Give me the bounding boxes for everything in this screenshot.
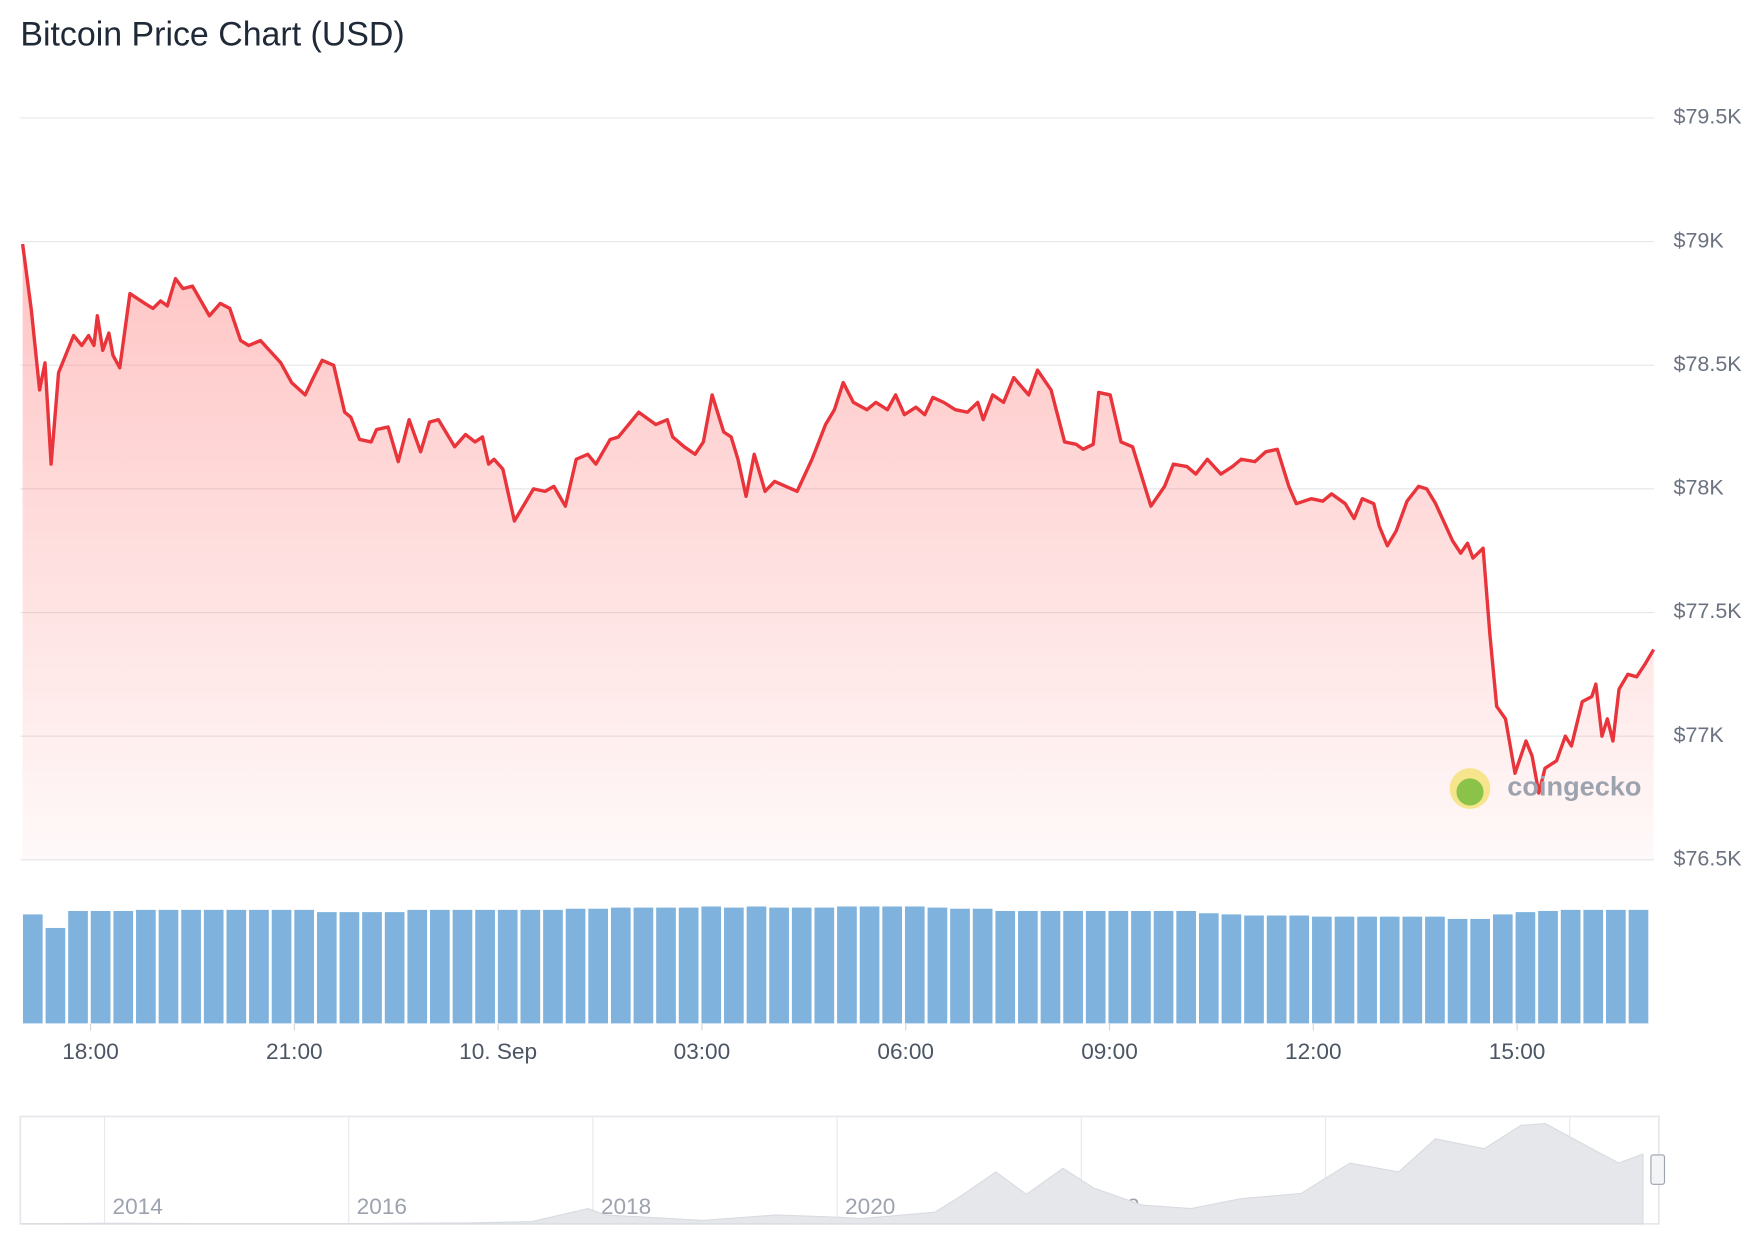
volume-bar	[361, 911, 383, 1025]
volume-bar	[678, 906, 700, 1025]
volume-bar	[655, 906, 677, 1025]
x-tick-label: 21:00	[266, 1039, 323, 1064]
volume-bar	[859, 905, 881, 1025]
volume-bar	[791, 906, 813, 1025]
volume-bar	[1333, 915, 1356, 1025]
volume-bar	[994, 910, 1016, 1025]
volume-bar	[565, 908, 587, 1025]
volume-bar	[1311, 915, 1333, 1025]
x-tick-label: 18:00	[62, 1039, 119, 1064]
volume-bar	[723, 906, 745, 1025]
y-tick-label: $78.5K	[1674, 352, 1743, 376]
volume-bar	[1175, 910, 1197, 1025]
volume-bar	[1605, 909, 1627, 1025]
volume-bar	[1153, 910, 1175, 1025]
x-tick-label: 06:00	[877, 1039, 934, 1064]
volume-bar	[1492, 913, 1514, 1025]
volume-bar	[1514, 911, 1536, 1025]
volume-bar	[135, 909, 157, 1025]
volume-bar	[881, 905, 903, 1025]
y-tick-label: $76.5K	[1674, 846, 1743, 870]
volume-bar	[1062, 910, 1084, 1025]
volume-bar	[1085, 910, 1107, 1025]
logo-inner	[1456, 778, 1484, 806]
volume-bar	[610, 906, 632, 1025]
y-tick-label: $78K	[1674, 476, 1725, 500]
y-tick-label: $77K	[1674, 723, 1725, 747]
volume-bar	[1107, 910, 1129, 1025]
x-tick-label: 09:00	[1081, 1039, 1138, 1064]
navigator-tick-label: 2014	[113, 1194, 163, 1219]
volume-bar	[338, 911, 360, 1025]
volume-bar	[406, 909, 428, 1025]
volume-bar	[904, 905, 926, 1025]
volume-bar	[1198, 912, 1220, 1025]
chart-title: Bitcoin Price Chart (USD)	[20, 16, 404, 54]
volume-bar	[90, 910, 112, 1025]
volume-bar	[1560, 909, 1582, 1025]
volume-bar	[836, 905, 858, 1025]
volume-bar	[745, 905, 768, 1025]
volume-bar	[293, 909, 315, 1025]
volume-bar	[1401, 915, 1423, 1025]
volume-bar	[1379, 915, 1401, 1025]
x-tick-label: 10. Sep	[459, 1039, 537, 1064]
volume-bar	[700, 905, 722, 1025]
volume-bar	[497, 909, 519, 1025]
navigator-tick-label: 2016	[357, 1194, 407, 1219]
volume-bar	[813, 906, 835, 1025]
y-tick-label: $79.5K	[1674, 105, 1743, 129]
volume-bar	[67, 910, 89, 1025]
volume-bar	[1039, 910, 1062, 1025]
volume-bar	[1447, 918, 1469, 1025]
navigator-handle[interactable]	[1650, 1154, 1666, 1185]
volume-bar	[1017, 910, 1039, 1025]
volume-bar	[1220, 913, 1242, 1025]
volume-bar	[451, 909, 474, 1025]
volume-bar	[587, 908, 609, 1025]
volume-bar	[44, 927, 66, 1025]
volume-bar	[972, 908, 994, 1025]
volume-bar	[384, 911, 406, 1025]
volume-bar	[112, 910, 134, 1025]
y-tick-label: $77.5K	[1674, 599, 1743, 623]
volume-bar	[949, 908, 971, 1025]
volume-bar	[542, 909, 564, 1025]
volume-bar	[271, 909, 293, 1025]
volume-bar	[768, 906, 790, 1025]
x-tick-label: 12:00	[1285, 1039, 1342, 1064]
y-tick-label: $79K	[1674, 228, 1725, 252]
price-area	[22, 244, 1654, 860]
volume-bar	[632, 906, 654, 1025]
price-line	[20, 243, 1656, 795]
volume-bar	[1243, 914, 1265, 1025]
volume-bar	[203, 909, 225, 1025]
volume-bar	[926, 906, 948, 1025]
volume-bar	[1469, 918, 1491, 1025]
volume-bar	[519, 909, 541, 1025]
volume-bar	[1288, 914, 1310, 1025]
volume-bar	[1130, 910, 1152, 1025]
volume-bar	[225, 909, 247, 1025]
volume-bar	[474, 909, 496, 1025]
volume-bar	[1266, 914, 1288, 1025]
volume-bar	[180, 909, 202, 1025]
volume-bar	[429, 909, 451, 1025]
volume-bar	[1627, 909, 1650, 1025]
volume-bar	[157, 909, 180, 1025]
volume-bar	[1582, 909, 1604, 1025]
volume-bar	[1424, 915, 1446, 1025]
x-tick-label: 03:00	[674, 1039, 731, 1064]
x-tick-label: 15:00	[1489, 1039, 1546, 1064]
volume-bar	[248, 909, 270, 1025]
volume-bar	[316, 911, 338, 1025]
navigator-area	[19, 1122, 1644, 1225]
volume-bar	[1356, 915, 1378, 1025]
navigator-tick-label: 2020	[845, 1194, 895, 1219]
volume-bar	[22, 913, 44, 1025]
watermark: coingecko	[1507, 771, 1641, 802]
volume-bar	[1537, 910, 1559, 1025]
